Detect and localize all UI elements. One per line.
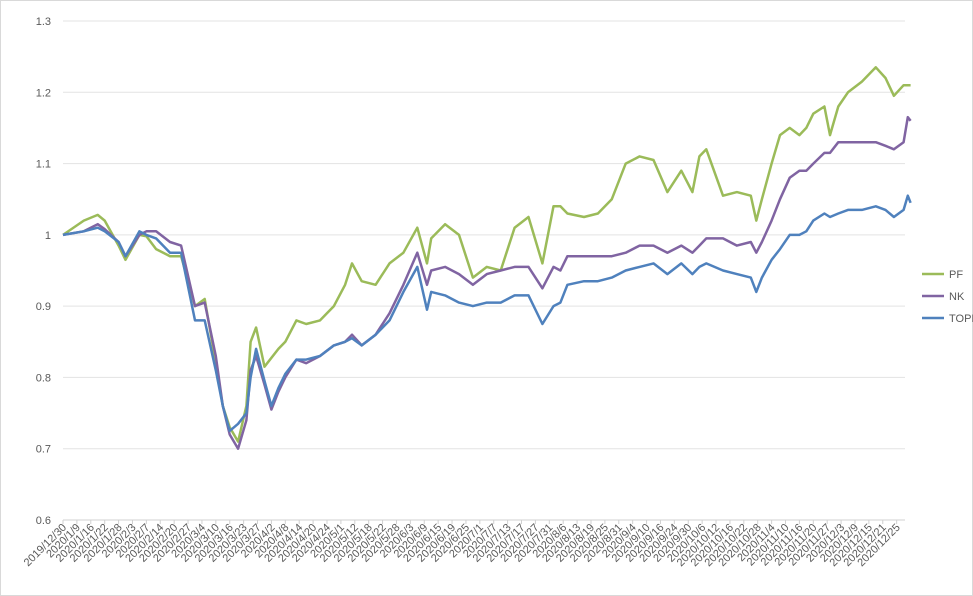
y-tick-label: 1.1 — [36, 159, 51, 171]
legend-label-nk: NK — [949, 291, 965, 303]
y-tick-label: 1 — [45, 230, 51, 242]
y-axis-tick-labels: 0.6 0.7 0.8 0.9 1 1.1 1.2 1.3 — [36, 16, 51, 527]
y-tick-label: 0.8 — [36, 372, 51, 384]
legend-label-topix: TOPIX — [949, 313, 973, 325]
x-axis-tick-labels: 2019/12/302020/1/92020/1/162020/1/222020… — [22, 520, 903, 569]
y-tick-label: 0.9 — [36, 301, 51, 313]
legend: PF NK TOPIX — [922, 269, 973, 325]
y-tick-label: 0.7 — [36, 444, 51, 456]
y-tick-label: 0.6 — [36, 515, 51, 527]
series-lines — [62, 66, 912, 450]
legend-label-pf: PF — [949, 269, 963, 281]
series-line-topix — [62, 194, 912, 433]
series-line-nk — [62, 115, 912, 450]
y-tick-label: 1.3 — [36, 16, 51, 28]
series-line-pf — [62, 66, 911, 443]
y-tick-label: 1.2 — [36, 87, 51, 99]
